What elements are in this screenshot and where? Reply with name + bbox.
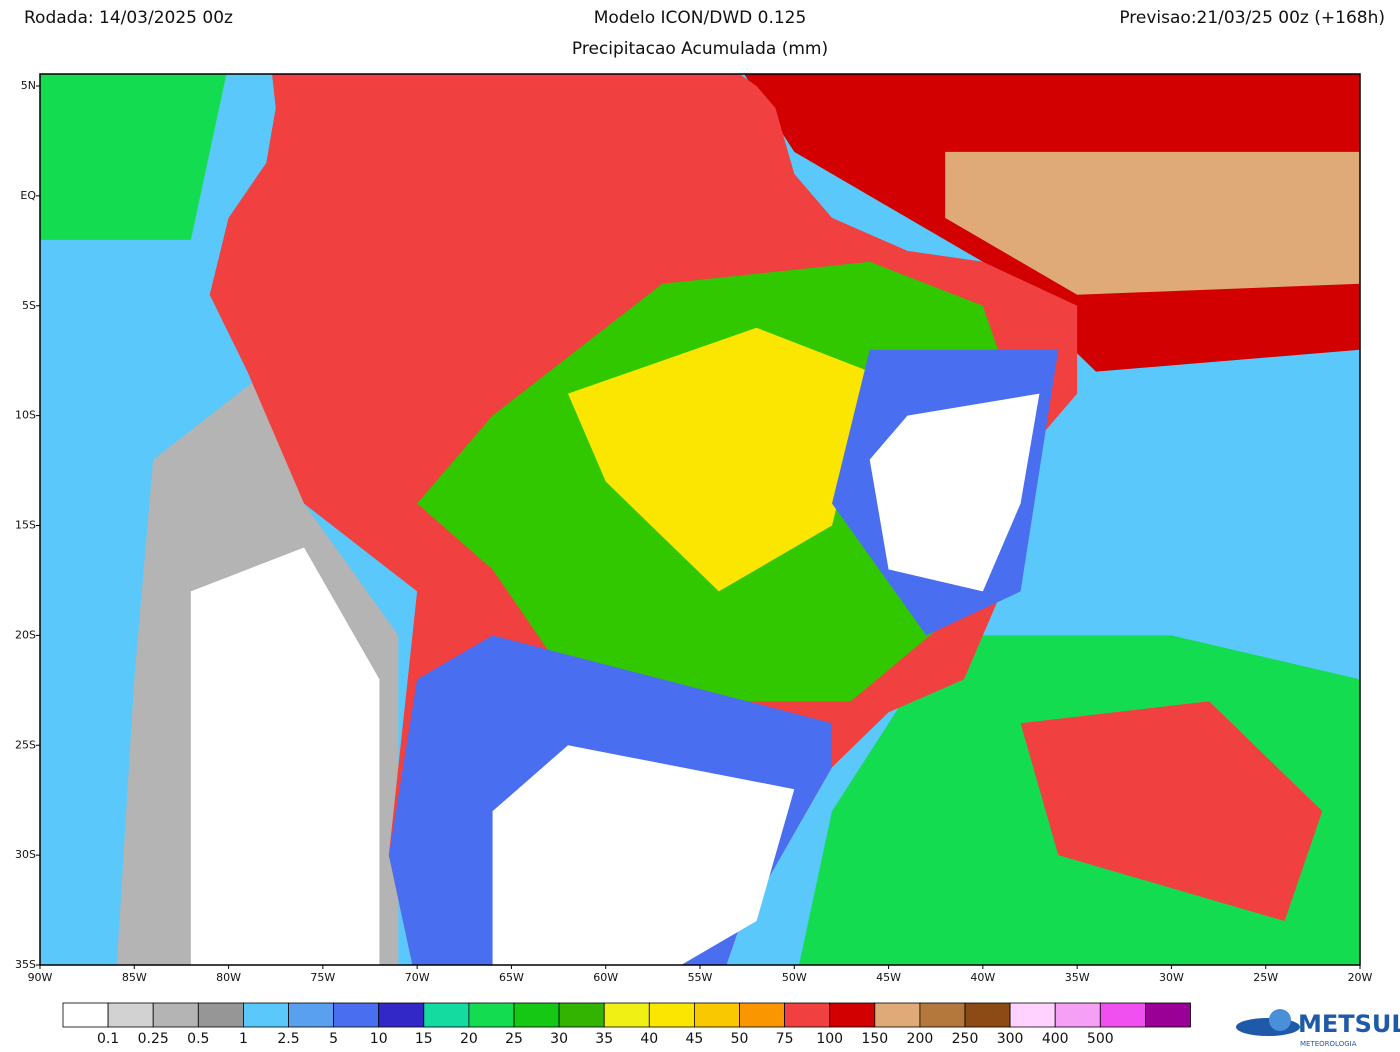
colorbar-swatch [648, 1002, 695, 1028]
colorbar-label: 300 [997, 1031, 1024, 1047]
colorbar-swatch [513, 1002, 560, 1028]
colorbar-swatch [1145, 1002, 1191, 1028]
colorbar-label: 40 [640, 1031, 658, 1047]
colorbar-swatch [784, 1002, 831, 1028]
colorbar-label: 75 [776, 1031, 794, 1047]
colorbar-swatch [333, 1002, 380, 1028]
forecast-time: Previsao:21/03/25 00z (+168h) [1119, 8, 1385, 28]
lon-label: 55W [688, 971, 713, 984]
colorbar-label: 50 [731, 1031, 749, 1047]
colorbar-label: 0.1 [97, 1031, 119, 1047]
lon-label: 40W [970, 971, 995, 984]
colorbar-label: 35 [595, 1031, 613, 1047]
colorbar-swatch [919, 1002, 966, 1028]
colorbar-label: 1 [239, 1031, 248, 1047]
lon-label: 35W [1065, 971, 1090, 984]
colorbar-label: 20 [460, 1031, 478, 1047]
lon-label: 65W [499, 971, 524, 984]
lon-label: 45W [876, 971, 901, 984]
lon-label: 75W [310, 971, 335, 984]
colorbar-swatch [197, 1002, 244, 1028]
colorbar-label: 10 [370, 1031, 388, 1047]
colorbar-label: 400 [1042, 1031, 1069, 1047]
logo: METSUL METEOROLOGIA [1236, 1009, 1400, 1048]
colorbar-swatch [1054, 1002, 1101, 1028]
lat-label: 10S [15, 409, 36, 422]
colorbar-swatch [288, 1002, 334, 1028]
colorbar-label: 250 [952, 1031, 979, 1047]
colorbar-label: 0.5 [187, 1031, 209, 1047]
colorbar-swatch [964, 1002, 1011, 1028]
lon-label: 90W [28, 971, 53, 984]
run-time: Rodada: 14/03/2025 00z [24, 8, 233, 28]
atlantic-band-core [945, 151, 1360, 295]
colorbar-swatch [603, 1002, 650, 1028]
lat-label: 5S [22, 299, 36, 312]
colorbar-swatch [874, 1002, 921, 1028]
lon-label: 20W [1348, 971, 1373, 984]
colorbar-swatch [694, 1002, 740, 1028]
colorbar-label: 30 [550, 1031, 568, 1047]
lon-label: 85W [122, 971, 147, 984]
lon-label: 80W [216, 971, 241, 984]
lat-label: 35S [15, 958, 36, 971]
colorbar-label: 500 [1087, 1031, 1114, 1047]
lat-label: 30S [15, 848, 36, 861]
colorbar-swatch [378, 1002, 425, 1028]
colorbar: 0.1 0.25 0.5 1 2.5 5 10 15 20 25 30 35 40 45 50 75 100 15… [62, 1002, 1191, 1047]
colorbar-swatch [558, 1002, 605, 1028]
lat-label: 25S [15, 738, 36, 751]
colorbar-swatch [423, 1002, 470, 1028]
colorbar-swatch [468, 1002, 515, 1028]
logo-name: METSUL [1298, 1010, 1400, 1038]
northeast-dry [869, 393, 1040, 592]
colorbar-label: 5 [329, 1031, 338, 1047]
colorbar-swatch [242, 1002, 289, 1028]
colorbar-swatch [1009, 1002, 1056, 1028]
colorbar-label: 200 [907, 1031, 934, 1047]
lat-label: 15S [15, 519, 36, 532]
colorbar-swatch [1099, 1002, 1146, 1028]
central-core [568, 327, 870, 592]
lon-label: 50W [782, 971, 807, 984]
south-atlantic-core [1020, 701, 1323, 922]
colorbar-swatch [829, 1002, 876, 1028]
colorbar-swatch [739, 1002, 785, 1028]
lon-label: 70W [405, 971, 430, 984]
colorbar-label: 25 [505, 1031, 523, 1047]
lat-label: 20S [15, 628, 36, 641]
colorbar-label: 45 [685, 1031, 703, 1047]
logo-tagline: METEOROLOGIA [1300, 1040, 1357, 1048]
precip-map [40, 74, 1360, 965]
colorbar-label: 100 [816, 1031, 843, 1047]
colorbar-label: 150 [861, 1031, 888, 1047]
colorbar-swatch [62, 1002, 109, 1028]
lon-label: 30W [1159, 971, 1184, 984]
lat-label: 5N [21, 79, 36, 92]
model-name: Modelo ICON/DWD 0.125 [594, 8, 807, 28]
logo-globe [1269, 1009, 1291, 1031]
lon-label: 25W [1253, 971, 1278, 984]
product-title: Precipitacao Acumulada (mm) [572, 39, 828, 59]
colorbar-swatch [152, 1002, 199, 1028]
colorbar-label: 0.25 [138, 1031, 169, 1047]
colorbar-label: 2.5 [277, 1031, 299, 1047]
lon-label: 60W [593, 971, 618, 984]
lat-label: EQ [20, 189, 36, 202]
colorbar-swatch [107, 1002, 154, 1028]
pacific-dry-core [190, 547, 380, 965]
pacific-rain [40, 74, 227, 240]
south-dry [492, 745, 795, 965]
colorbar-label: 15 [415, 1031, 433, 1047]
